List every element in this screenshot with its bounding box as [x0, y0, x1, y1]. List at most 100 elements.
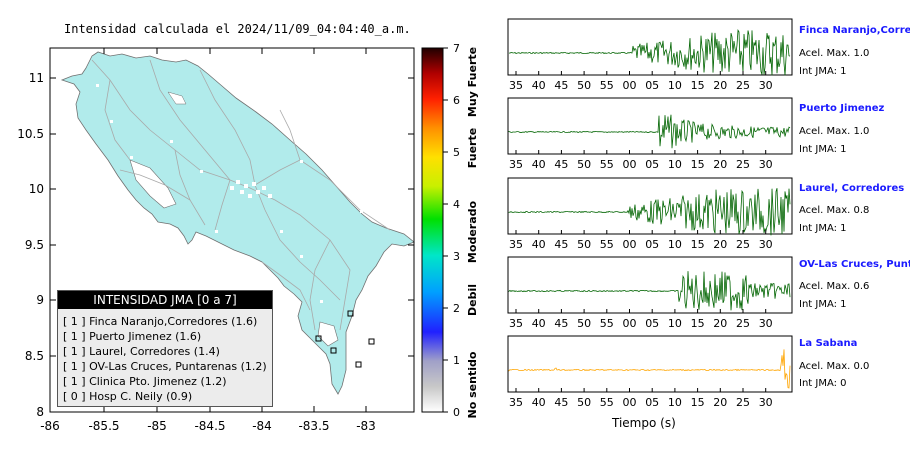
time-tick-label: 55	[600, 396, 614, 409]
station-name: La Sabana	[799, 338, 858, 349]
time-tick-label: 10	[668, 317, 682, 330]
time-tick-label: 30	[759, 317, 773, 330]
time-tick-label: 30	[759, 396, 773, 409]
legend-row: [ 1 ] Clinica Pto. Jimenez (1.2)	[63, 375, 227, 388]
longitude-axis: -86 -85.5 -85 -84.5 -84 -83.5 -83	[40, 48, 376, 433]
time-tick-label: 00	[623, 317, 637, 330]
lat-tick-label: 8.5	[25, 349, 44, 363]
seismogram-trace	[508, 29, 791, 76]
time-tick-label: 00	[623, 158, 637, 171]
legend-row: [ 1 ] OV-Las Cruces, Puntarenas (1.2)	[63, 360, 267, 373]
time-tick-label: 50	[577, 396, 591, 409]
colorbar-category-label: Moderado	[466, 201, 479, 264]
time-tick-label: 30	[759, 158, 773, 171]
time-tick-label: 25	[736, 396, 750, 409]
time-tick-label: 35	[509, 396, 523, 409]
time-tick-label: 40	[532, 317, 546, 330]
time-tick-label: 30	[759, 238, 773, 251]
colorbar-tick-label: 2	[453, 302, 460, 315]
station-jma: Int JMA: 1	[799, 223, 847, 234]
time-tick-label: 45	[554, 317, 568, 330]
time-tick-label: 35	[509, 158, 523, 171]
colorbar-tick-label: 6	[453, 94, 460, 107]
lat-tick-label: 10	[29, 182, 44, 196]
time-tick-label: 45	[554, 396, 568, 409]
intensity-legend: INTENSIDAD JMA [0 a 7] [ 1 ] Finca Naran…	[57, 290, 273, 407]
station-jma: Int JMA: 0	[799, 378, 847, 389]
station-max-accel: Acel. Max. 1.0	[799, 126, 870, 137]
time-tick-label: 20	[713, 317, 727, 330]
trace-frame	[507, 335, 793, 393]
gulf-nicoya	[129, 159, 177, 209]
time-tick-label: 55	[600, 238, 614, 251]
seismogram-trace	[508, 188, 791, 236]
time-tick-label: 15	[691, 396, 705, 409]
seismogram-trace-panel: 35 40 45 50 55 00 05 10 15 20 25 30	[507, 335, 793, 409]
time-tick-label: 00	[623, 79, 637, 92]
lon-tick-label: -85	[147, 419, 167, 433]
lon-tick-label: -83.5	[298, 419, 329, 433]
station-max-accel: Acel. Max. 0.0	[799, 361, 870, 372]
time-tick-label: 55	[600, 158, 614, 171]
lake-arenal	[167, 91, 187, 105]
time-tick-label: 35	[509, 238, 523, 251]
time-tick-label: 05	[645, 317, 659, 330]
trace-frame	[507, 97, 793, 155]
legend-row: [ 1 ] Finca Naranjo,Corredores (1.6)	[63, 315, 258, 328]
time-tick-label: 15	[691, 79, 705, 92]
station-markers	[315, 310, 375, 368]
colorbar-category-label: Debil	[466, 284, 479, 316]
legend-row: [ 1 ] Puerto Jimenez (1.6)	[63, 330, 202, 343]
colorbar-tick-label: 7	[453, 42, 460, 55]
seismogram-panel: 35 40 45 50 55 00 05 10 15 20 25 30 35 40 45 50 55 00 05 10…	[507, 18, 793, 409]
seismogram-trace	[508, 114, 791, 149]
time-tick-label: 05	[645, 396, 659, 409]
time-tick-label: 40	[532, 396, 546, 409]
time-tick-label: 25	[736, 238, 750, 251]
time-tick-label: 15	[691, 317, 705, 330]
colorbar-category-label: Fuerte	[466, 128, 479, 168]
time-tick-label: 50	[577, 79, 591, 92]
city-markers	[96, 84, 363, 303]
time-tick-label: 40	[532, 238, 546, 251]
time-tick-label: 45	[554, 79, 568, 92]
time-tick-label: 55	[600, 79, 614, 92]
seismogram-trace-panel: 35 40 45 50 55 00 05 10 15 20 25 30	[507, 256, 793, 330]
lat-tick-label: 9	[36, 293, 44, 307]
map-title: Intensidad calculada el 2024/11/09_04:04…	[64, 22, 411, 36]
time-tick-label: 25	[736, 79, 750, 92]
colorbar-tick-label: 1	[453, 354, 460, 367]
colorbar-category-label: No sentido	[466, 351, 479, 418]
lat-tick-label: 9.5	[25, 238, 44, 252]
colorbar-tick-label: 4	[453, 198, 460, 211]
lon-tick-label: -83	[356, 419, 376, 433]
station-name: Laurel, Corredores	[799, 183, 905, 194]
time-tick-label: 05	[645, 79, 659, 92]
station-jma: Int JMA: 1	[799, 66, 847, 77]
time-tick-label: 45	[554, 238, 568, 251]
station-name: Puerto Jimenez	[799, 103, 885, 114]
costa-rica-land	[60, 51, 415, 395]
station-jma: Int JMA: 1	[799, 299, 847, 310]
lon-tick-label: -84	[252, 419, 272, 433]
time-tick-label: 35	[509, 317, 523, 330]
time-tick-label: 50	[577, 317, 591, 330]
station-name: OV-Las Cruces, Puntar	[799, 259, 910, 270]
lat-tick-label: 11	[29, 71, 44, 85]
time-tick-label: 50	[577, 158, 591, 171]
lat-tick-label: 8	[36, 405, 44, 419]
legend-row: [ 0 ] Hosp C. Neily (0.9)	[63, 390, 193, 403]
colorbar-tick-label: 3	[453, 250, 460, 263]
time-tick-label: 20	[713, 238, 727, 251]
colorbar-category-label: Muy Fuerte	[466, 47, 479, 117]
lat-tick-label: 10.5	[17, 127, 44, 141]
time-tick-label: 10	[668, 79, 682, 92]
legend-row: [ 1 ] Laurel, Corredores (1.4)	[63, 345, 220, 358]
time-tick-label: 05	[645, 238, 659, 251]
lon-tick-label: -86	[40, 419, 60, 433]
lon-tick-label: -85.5	[88, 419, 119, 433]
station-jma: Int JMA: 1	[799, 144, 847, 155]
colorbar-tick-label: 0	[453, 406, 460, 419]
lon-tick-label: -84.5	[194, 419, 225, 433]
time-tick-label: 20	[713, 396, 727, 409]
